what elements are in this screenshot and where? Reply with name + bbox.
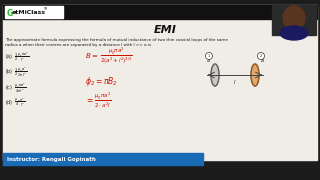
- Bar: [3, 153, 203, 165]
- Text: Instructor: Rengali Gopinath: Instructor: Rengali Gopinath: [7, 157, 96, 162]
- Ellipse shape: [211, 64, 219, 86]
- Text: (b)  $\frac{1}{2}\frac{\mu_0 a^4}{2\pi l^3}$: (b) $\frac{1}{2}\frac{\mu_0 a^4}{2\pi l^…: [5, 66, 28, 78]
- Text: a: a: [206, 57, 210, 62]
- Text: a: a: [260, 57, 263, 62]
- Text: The approximate formula expressing the formula of mutual inductance of two thin : The approximate formula expressing the f…: [5, 38, 228, 42]
- Bar: [5, 6, 63, 18]
- Text: G: G: [7, 8, 13, 17]
- Text: $=\frac{\mu_0^{} \pi a^2}{2 \cdot a^2 l}$: $=\frac{\mu_0^{} \pi a^2}{2 \cdot a^2 l}…: [85, 90, 112, 110]
- Text: l: l: [234, 80, 236, 84]
- Text: 1: 1: [208, 54, 210, 58]
- Text: $\phi_2 = \pi B_2$: $\phi_2 = \pi B_2$: [85, 75, 118, 89]
- Ellipse shape: [283, 6, 305, 30]
- Text: etMiClass: etMiClass: [12, 10, 45, 15]
- Text: 2: 2: [260, 54, 262, 58]
- Text: EMI: EMI: [154, 25, 176, 35]
- Circle shape: [205, 53, 212, 60]
- Bar: [272, 5, 316, 35]
- Ellipse shape: [280, 26, 308, 40]
- Text: TM: TM: [44, 7, 48, 11]
- Text: (d)  $\frac{\mu_0}{4}\frac{\pi^2}{l^3}$: (d) $\frac{\mu_0}{4}\frac{\pi^2}{l^3}$: [5, 97, 25, 109]
- Ellipse shape: [251, 64, 259, 86]
- Bar: [3, 5, 317, 19]
- Text: radius a when their centres are separated by a distance l with l >> a is: radius a when their centres are separate…: [5, 43, 151, 47]
- Circle shape: [258, 53, 265, 60]
- Text: (a)  $\frac{1}{2}\frac{\mu_0\pi a^4}{l^3}$: (a) $\frac{1}{2}\frac{\mu_0\pi a^4}{l^3}…: [5, 50, 29, 64]
- Bar: [3, 5, 317, 160]
- Text: $B=$: $B=$: [85, 51, 98, 60]
- Text: $\frac{\mu_0^{} \pi a^2}{2(a^2+l^2)^{3/2}}$: $\frac{\mu_0^{} \pi a^2}{2(a^2+l^2)^{3/2…: [100, 45, 133, 67]
- Text: (c)  $\frac{\mu_0 \pi a^4}{4\pi l^3}$: (c) $\frac{\mu_0 \pi a^4}{4\pi l^3}$: [5, 82, 26, 94]
